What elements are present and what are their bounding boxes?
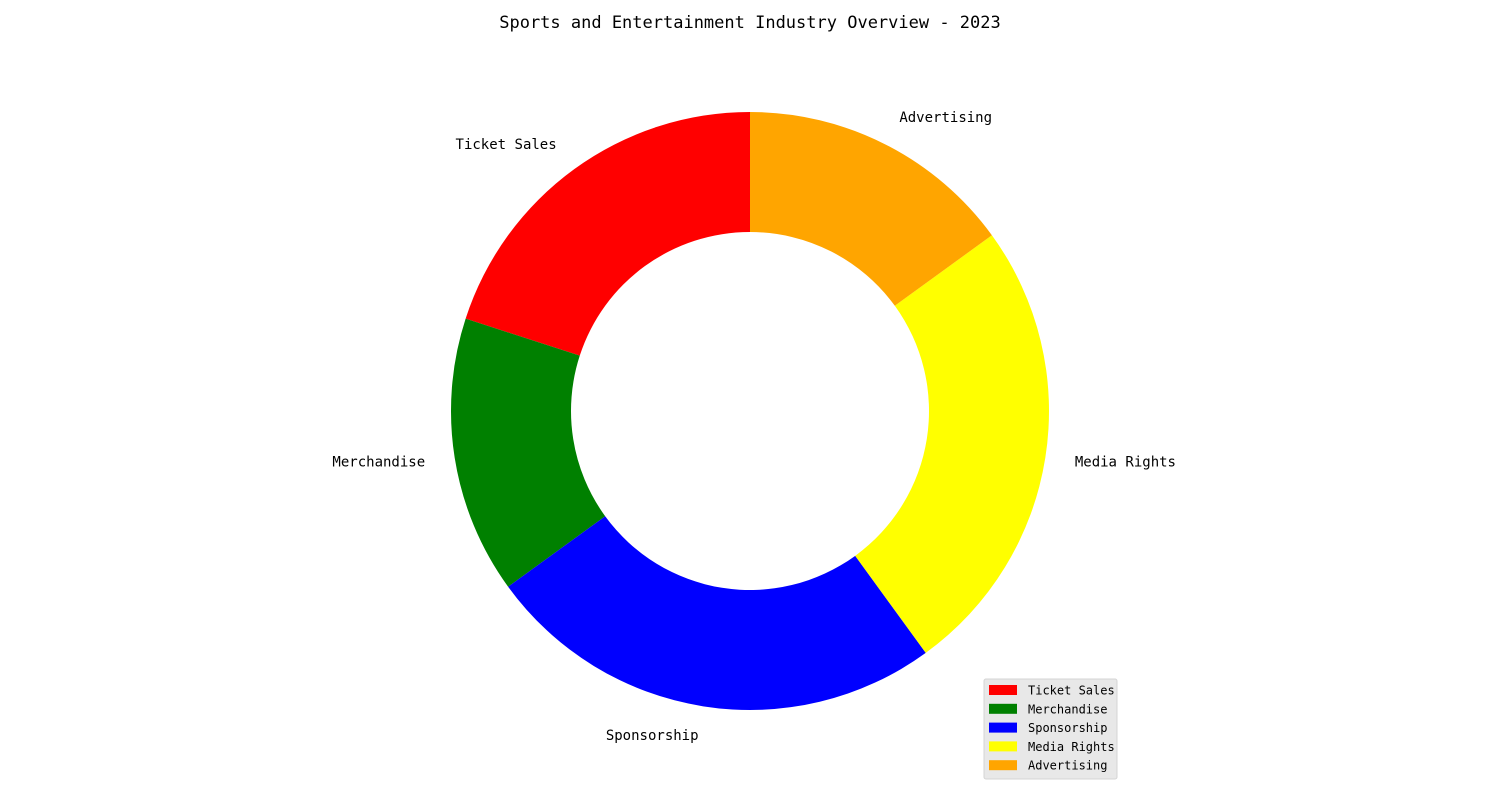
donut-slices <box>450 112 1049 711</box>
legend-swatch-merchandise <box>989 703 1017 714</box>
slice-label-ticket-sales: Ticket Sales <box>456 137 557 153</box>
legend-swatch-media-rights <box>989 741 1017 752</box>
slice-labels: Ticket Sales Merchandise Sponsorship Media … <box>332 110 1176 744</box>
slice-label-merchandise: Merchandise <box>332 454 425 470</box>
slice-label-sponsorship: Sponsorship <box>606 728 699 744</box>
chart-title: Sports and Entertainment Industry Overvi… <box>499 13 1001 33</box>
legend-label-media-rights: Media Rights <box>1028 740 1115 754</box>
slice-advertising <box>750 112 992 306</box>
legend: Ticket Sales Merchandise Sponsorship Media … <box>983 678 1118 780</box>
slice-label-media-rights: Media Rights <box>1075 454 1176 470</box>
slice-label-advertising: Advertising <box>899 110 992 126</box>
legend-swatch-advertising <box>989 760 1017 771</box>
slice-ticket-sales <box>465 112 750 356</box>
legend-label-merchandise: Merchandise <box>1028 702 1107 716</box>
slice-media-rights <box>855 235 1049 653</box>
legend-swatch-sponsorship <box>989 722 1017 733</box>
slice-sponsorship <box>508 516 926 711</box>
legend-label-ticket-sales: Ticket Sales <box>1028 684 1115 698</box>
legend-swatch-ticket-sales <box>989 685 1017 695</box>
legend-label-advertising: Advertising <box>1028 759 1107 773</box>
legend-frame <box>983 678 1118 780</box>
slice-merchandise <box>450 318 606 587</box>
legend-label-sponsorship: Sponsorship <box>1028 721 1107 735</box>
